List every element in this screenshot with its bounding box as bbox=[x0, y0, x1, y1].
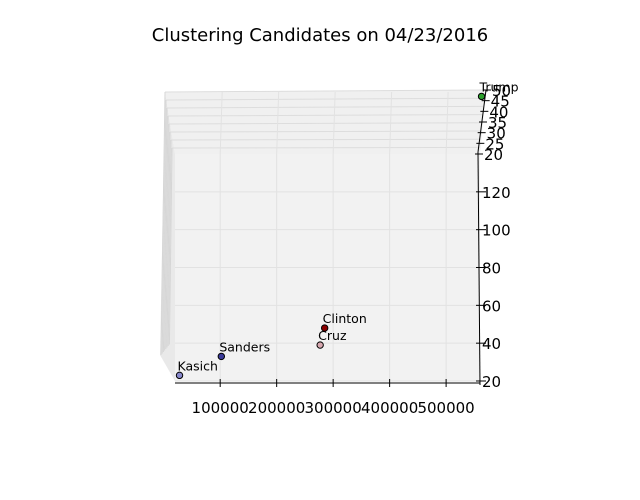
x-tick-label: 400000 bbox=[361, 399, 418, 417]
point-label: Sanders bbox=[219, 339, 270, 354]
z-tick-label: 20 bbox=[484, 146, 503, 164]
x-tick-label: 300000 bbox=[305, 399, 362, 417]
y-tick-label: 20 bbox=[482, 373, 501, 391]
x-tick-label: 100000 bbox=[192, 399, 249, 417]
x-grid-line-top bbox=[389, 91, 393, 155]
z-tick-label: 30 bbox=[487, 125, 506, 143]
z-tick-label: 45 bbox=[491, 93, 510, 111]
point-label: Clinton bbox=[323, 311, 367, 326]
z-tick-label: 35 bbox=[488, 114, 507, 132]
layer-line bbox=[170, 138, 481, 141]
axes bbox=[175, 89, 491, 387]
z-tick-label: 50 bbox=[492, 82, 511, 100]
tick-labels: 100000 200000 300000 400000 500000 20 40 60 80 10… bbox=[192, 82, 512, 417]
y-tick-label: 60 bbox=[482, 297, 501, 315]
layer-edge bbox=[161, 99, 167, 354]
layer-line bbox=[171, 146, 480, 149]
point-label: Cruz bbox=[318, 328, 347, 343]
top-pane bbox=[165, 90, 486, 154]
layer-edge bbox=[162, 107, 168, 353]
data-point bbox=[320, 324, 329, 332]
grid-lines bbox=[160, 89, 485, 382]
layer-edge bbox=[165, 123, 170, 350]
y-tick-label: 120 bbox=[482, 184, 511, 202]
data-point bbox=[477, 92, 486, 101]
x-grid-line-top bbox=[332, 91, 336, 155]
x-grid-line-top bbox=[445, 91, 449, 155]
z-tick-label: 40 bbox=[489, 103, 508, 121]
point-label: Kasich bbox=[178, 358, 218, 373]
data-point bbox=[175, 371, 184, 380]
layer-edge bbox=[166, 131, 171, 348]
x-tick-label: 500000 bbox=[417, 399, 474, 417]
data-points bbox=[175, 92, 486, 380]
layer-line bbox=[164, 89, 485, 93]
z-tick-label: 25 bbox=[485, 135, 504, 153]
x-grid-line-top bbox=[219, 91, 223, 155]
data-point bbox=[316, 341, 324, 349]
x-grid-line-top bbox=[276, 91, 280, 155]
layer-line bbox=[165, 97, 484, 101]
data-point bbox=[217, 352, 226, 361]
y-tick-label: 80 bbox=[482, 260, 501, 278]
point-label: Trump bbox=[479, 79, 519, 94]
x-tick-label: 200000 bbox=[248, 399, 305, 417]
layer-line bbox=[166, 105, 483, 109]
layer-edge bbox=[167, 139, 172, 347]
layer-line bbox=[167, 114, 483, 117]
layer-edge bbox=[164, 115, 169, 351]
layer-edge bbox=[160, 91, 166, 356]
chart-title: Clustering Candidates on 04/23/2016 bbox=[152, 25, 488, 46]
y-tick-label: 40 bbox=[482, 335, 501, 353]
layer-line bbox=[169, 130, 482, 133]
y-tick-label: 100 bbox=[482, 222, 511, 240]
layer-edge bbox=[168, 147, 173, 345]
y-axis-line bbox=[477, 151, 481, 386]
